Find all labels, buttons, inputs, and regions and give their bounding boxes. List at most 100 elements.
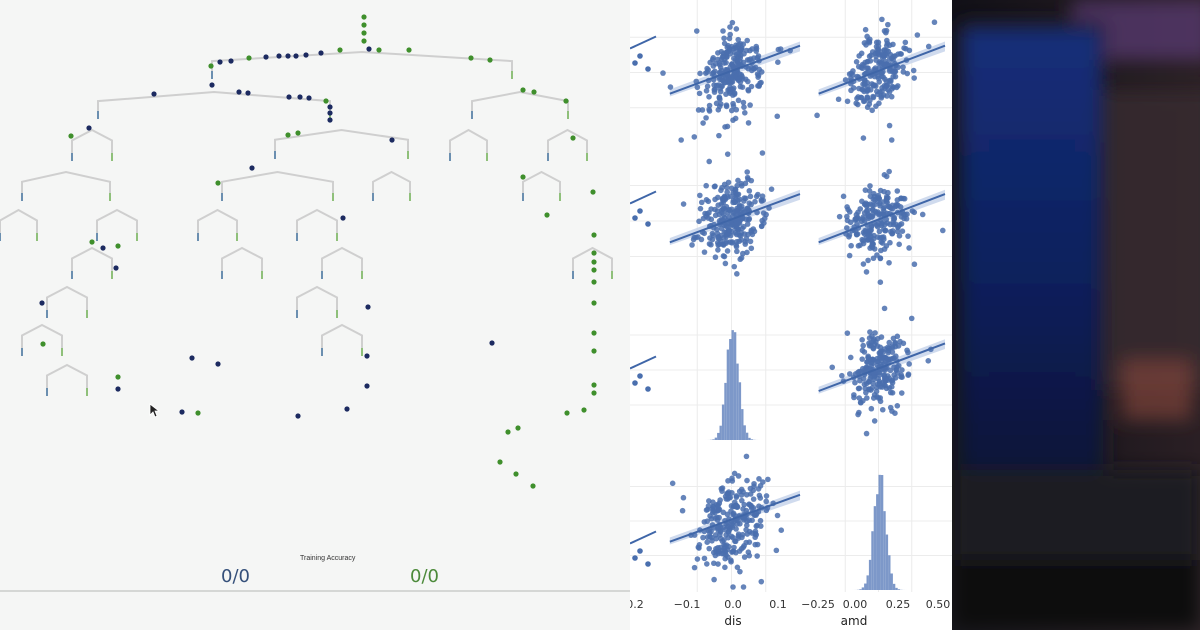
scatter-point [895, 362, 902, 369]
tree-branch [71, 128, 113, 160]
histogram-bar [736, 363, 739, 440]
scatter-point [722, 493, 729, 500]
scatter-point [892, 73, 899, 80]
histogram-bar [733, 332, 737, 440]
tree-branch [296, 208, 338, 240]
scatter-point [689, 242, 695, 248]
x-tick-label: 0.2 [630, 598, 644, 611]
scatter-point [866, 188, 873, 194]
scatter-point [746, 188, 753, 194]
scatter-point [733, 243, 740, 250]
scatter-point [844, 204, 850, 210]
scatter-point [855, 411, 861, 418]
tree-branches [0, 50, 613, 396]
accuracy-score-left: 0/0 [221, 566, 250, 587]
histogram-bar [748, 437, 751, 440]
scatter-point [699, 107, 706, 113]
regression-line [630, 190, 657, 205]
scatter-point [908, 315, 915, 322]
histogram-bar [726, 349, 730, 440]
scatter-point [694, 84, 701, 91]
scatter-point [700, 534, 706, 541]
scatter-point [900, 69, 907, 75]
leaf-marker [336, 233, 338, 241]
scatter-point [864, 94, 871, 100]
scatter-point [733, 494, 740, 500]
sample-point-green [563, 98, 569, 104]
leaf-marker [522, 193, 524, 201]
scatter-point [883, 173, 890, 180]
scatter-point [735, 76, 742, 82]
scatter-point [741, 231, 748, 237]
scatter-point [703, 115, 709, 121]
scatter-point [703, 507, 710, 513]
sample-point-green [376, 47, 382, 53]
scatter-point [719, 77, 726, 84]
sample-point-green [295, 130, 301, 136]
scatter-point [865, 354, 871, 361]
scatter-point [716, 548, 722, 555]
scatter-point [885, 48, 892, 55]
scatter-point [866, 68, 872, 74]
scatter-point [715, 247, 721, 253]
scatter-point [728, 107, 735, 114]
scatter-point [876, 48, 883, 55]
scatter-point [748, 201, 754, 208]
scatter-point [855, 101, 861, 108]
scatter-point [660, 70, 666, 76]
sample-point-navy [263, 54, 269, 60]
scatter-point [667, 84, 674, 90]
scatter-point [715, 503, 721, 509]
scatter-point [734, 182, 740, 189]
scatter-point [721, 35, 727, 42]
scatter-point [755, 191, 761, 198]
scatter-point [753, 43, 760, 50]
scatter-point [747, 238, 754, 245]
scatter-point [746, 502, 753, 508]
scatter-point [715, 561, 721, 567]
scatter-point [709, 230, 716, 237]
scatter-point [700, 120, 706, 126]
scatter-point [721, 181, 728, 188]
scatter-point [773, 547, 780, 554]
histogram-bar [721, 404, 725, 440]
scatter-point [877, 279, 884, 285]
scatter-point [728, 533, 735, 540]
scatter-point [716, 236, 722, 242]
scatter-point [839, 372, 845, 379]
scatter-point [894, 228, 901, 235]
scatter-point [637, 53, 643, 59]
scatter-point [711, 560, 717, 567]
leaf-marker [61, 348, 63, 356]
scatter-point [745, 87, 752, 94]
leaf-marker [221, 271, 223, 279]
scatter-point [858, 94, 864, 101]
scatter-point [874, 384, 880, 391]
scatter-point [778, 527, 785, 534]
scatter-point [698, 199, 705, 206]
pairplot-gridlines [630, 0, 952, 592]
scatter-point [729, 475, 735, 482]
tree-branch [21, 170, 111, 200]
scatter-point [881, 246, 888, 252]
scatter-point [756, 476, 762, 482]
scatter-point [860, 375, 867, 382]
scatter-point [730, 511, 736, 518]
scatter-point [860, 261, 867, 267]
partial-cell [630, 355, 657, 392]
scatter-point [866, 340, 872, 347]
histogram-bar [866, 575, 869, 590]
histogram-bar [871, 531, 874, 590]
histogram-bar [878, 474, 881, 590]
scatter-point [904, 347, 910, 354]
scatter-point [733, 502, 739, 508]
scatter-point [886, 259, 892, 266]
scatter-point [697, 205, 704, 212]
scatter-point [740, 250, 746, 257]
histogram-bar [724, 382, 727, 440]
scatter-point [860, 240, 867, 247]
sample-point-navy [286, 94, 292, 100]
scatter-point [847, 219, 854, 226]
leaf-marker [111, 271, 113, 279]
scatter-point [865, 207, 871, 213]
